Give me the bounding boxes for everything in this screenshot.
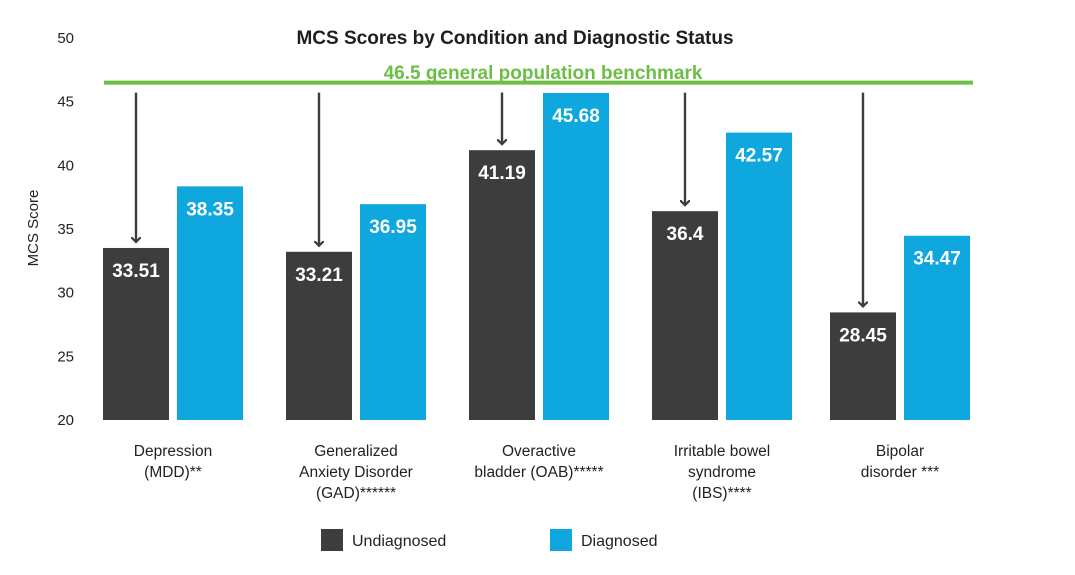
bar-value-label: 36.95 <box>369 217 417 238</box>
y-tick-label: 35 <box>57 221 74 238</box>
category-label: syndrome <box>688 464 756 481</box>
category-label: Anxiety Disorder <box>299 464 413 481</box>
bar-value-label: 28.45 <box>839 325 887 346</box>
category-label: bladder (OAB)***** <box>474 464 603 481</box>
chart-title: MCS Scores by Condition and Diagnostic S… <box>296 28 733 49</box>
benchmark-label: 46.5 general population benchmark <box>384 63 703 84</box>
y-tick-label: 45 <box>57 94 74 111</box>
arrows-group <box>136 92 863 307</box>
bar-value-label: 41.19 <box>478 163 526 184</box>
y-axis-ticks: 20 25 30 35 40 45 50 <box>57 30 74 429</box>
legend-swatch-undiagnosed <box>321 529 343 551</box>
legend-swatch-diagnosed <box>550 529 572 551</box>
bar-diagnosed <box>543 93 609 421</box>
bar-undiagnosed <box>830 312 896 420</box>
y-tick-label: 20 <box>57 412 74 429</box>
legend-label: Undiagnosed <box>352 533 446 550</box>
bar-diagnosed <box>726 132 792 420</box>
y-tick-label: 40 <box>57 157 74 174</box>
bar-value-label: 36.4 <box>667 224 704 245</box>
bar-value-label: 38.35 <box>186 199 234 220</box>
bar-value-label: 33.21 <box>295 265 343 286</box>
bar-undiagnosed <box>652 211 718 420</box>
bar-diagnosed <box>177 186 243 420</box>
category-label: Bipolar <box>876 443 924 460</box>
legend: Undiagnosed Diagnosed <box>321 529 658 551</box>
category-label: Depression <box>134 443 212 460</box>
category-labels: Depression (MDD)** Generalized Anxiety Diso… <box>134 443 939 502</box>
bar-value-label: 42.57 <box>735 146 783 167</box>
category-label: (GAD)****** <box>316 485 396 502</box>
category-label: Generalized <box>314 443 398 460</box>
bar-undiagnosed <box>103 247 169 420</box>
bar-diagnosed <box>904 235 970 420</box>
y-axis-label: MCS Score <box>25 190 42 267</box>
category-label: (IBS)**** <box>692 485 751 502</box>
category-label: Overactive <box>502 443 576 460</box>
category-label: (MDD)** <box>144 464 202 481</box>
y-tick-label: 30 <box>57 285 74 302</box>
y-tick-label: 25 <box>57 348 74 365</box>
bar-value-label: 34.47 <box>913 249 961 270</box>
bars-group: 33.51 33.21 41.19 36.4 28.45 38.35 36.95 45.68 4… <box>103 93 970 421</box>
category-label: disorder *** <box>861 464 939 481</box>
bar-undiagnosed <box>469 150 535 420</box>
y-tick-label: 50 <box>57 30 74 47</box>
bar-value-label: 33.51 <box>112 261 160 282</box>
bar-diagnosed <box>360 204 426 420</box>
legend-label: Diagnosed <box>581 533 658 550</box>
bar-value-label: 45.68 <box>552 106 600 127</box>
bar-undiagnosed <box>286 251 352 420</box>
category-label: Irritable bowel <box>674 443 771 460</box>
